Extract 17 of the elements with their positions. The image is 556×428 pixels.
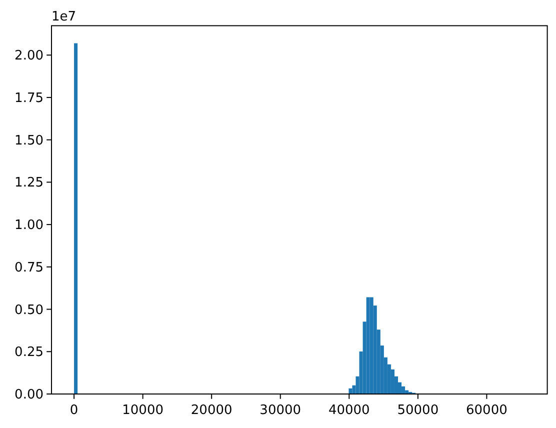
y-tick-label: 1.50 xyxy=(14,133,44,148)
y-tick-label: 1.00 xyxy=(14,218,44,234)
x-tick-label: 60000 xyxy=(466,403,508,418)
y-tick-label: 1.25 xyxy=(14,176,44,191)
text: 1e7 xyxy=(52,10,76,25)
y-tick-label: 1.75 xyxy=(14,91,44,106)
x-tick-label: 20000 xyxy=(190,403,232,418)
y-tick-label: 0.25 xyxy=(14,345,44,360)
x-tick-label: 0 xyxy=(70,403,78,418)
y-tick-label: 0.75 xyxy=(14,260,44,276)
y-tick-label: 0.00 xyxy=(14,388,44,403)
x-tick-label: 10000 xyxy=(122,403,164,418)
x-tick-label: 40000 xyxy=(328,403,370,418)
x-tick-label: 30000 xyxy=(260,403,302,418)
y-tick-label: 0.50 xyxy=(14,302,44,318)
y-tick-label: 2.00 xyxy=(14,48,44,64)
x-tick-label: 50000 xyxy=(397,403,439,418)
